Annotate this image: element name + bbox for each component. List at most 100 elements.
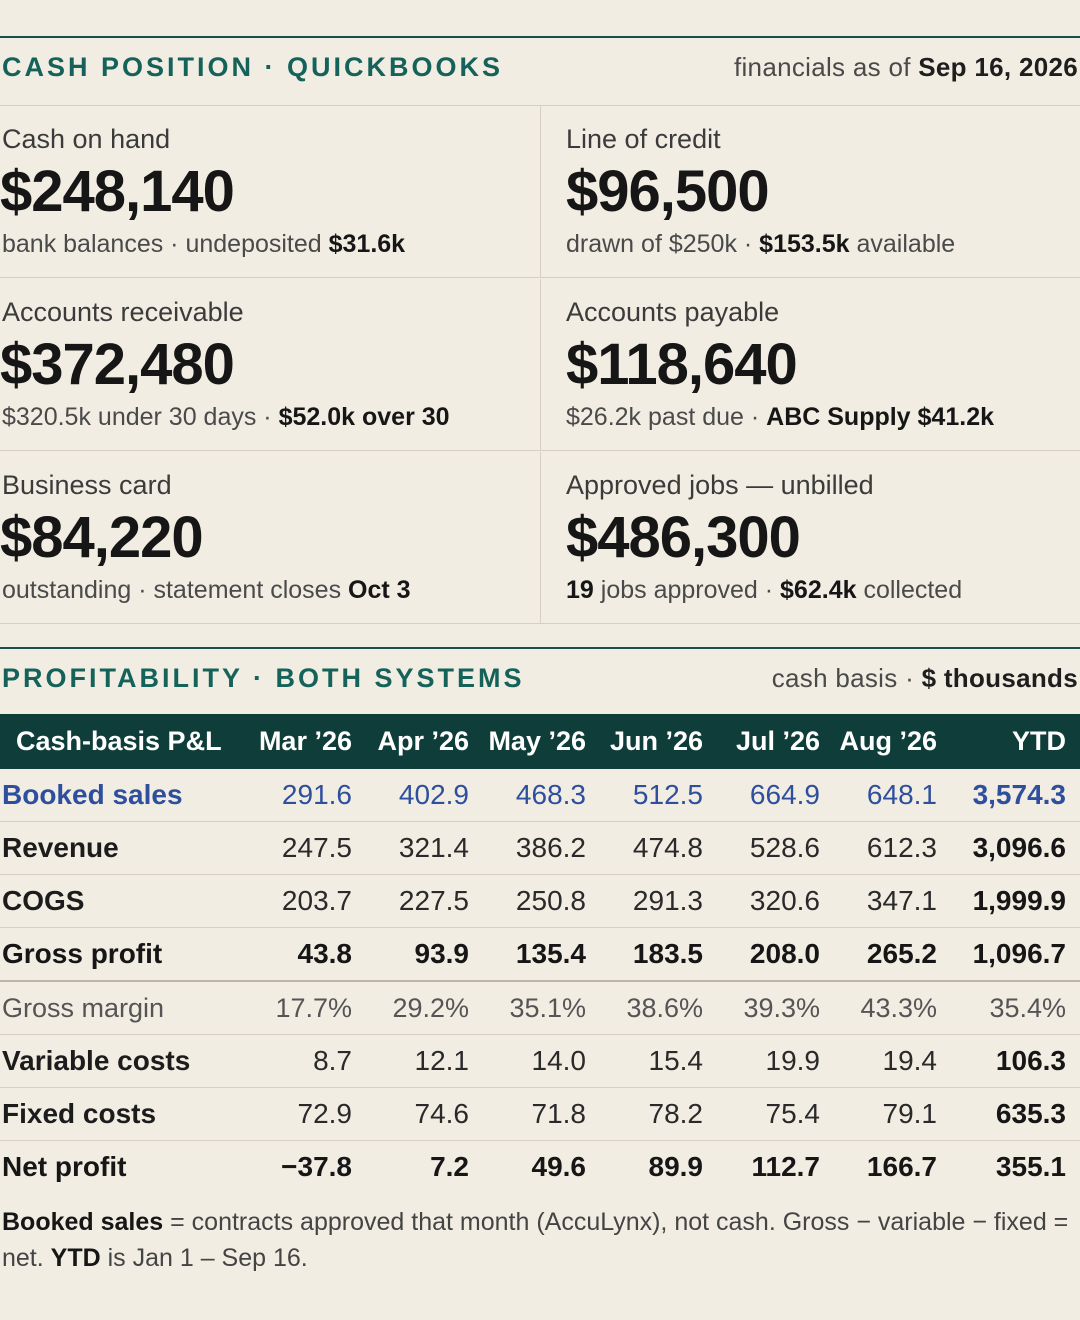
table-cell: 320.6 <box>717 874 834 928</box>
note-highlight: $31.6k <box>328 230 406 258</box>
note-highlight: $153.5k <box>759 230 850 258</box>
table-cell: 227.5 <box>366 874 483 928</box>
table-cell: 38.6% <box>600 981 717 1035</box>
table-cell: 19.9 <box>717 1034 834 1088</box>
top-divider <box>0 36 1080 38</box>
card-accounts-receivable: Accounts receivable $372,480 $320.5k und… <box>0 279 540 451</box>
table-cell: 15.4 <box>600 1034 717 1088</box>
table-cell: 43.8 <box>236 927 366 982</box>
section-divider <box>0 647 1080 649</box>
card-value: $118,640 <box>566 332 798 397</box>
table-row: Gross profit 43.8 93.9 135.4 183.5 208.0 265.2… <box>0 927 1080 982</box>
ytd-cell: 355.1 <box>995 1151 1066 1182</box>
row-label: Gross margin <box>0 981 236 1035</box>
table-cell: 78.2 <box>600 1087 717 1141</box>
card-label: Accounts receivable <box>2 297 244 327</box>
table-cell: 203.7 <box>236 874 366 928</box>
table-cell: 250.8 <box>483 874 600 928</box>
row-label: Fixed costs <box>0 1087 236 1141</box>
card-label: Approved jobs — unbilled <box>566 470 874 500</box>
card-note: $320.5k under 30 days · $52.0k over 30 <box>2 403 450 432</box>
profit-section-header: PROFITABILITY · BOTH SYSTEMS cash basis … <box>0 663 1080 703</box>
table-cell: 14.0 <box>483 1034 600 1088</box>
row-label: COGS <box>0 874 236 928</box>
card-label: Accounts payable <box>566 297 780 327</box>
footnote-text: is Jan 1 – Sep 16. <box>100 1244 308 1272</box>
card-note: bank balances · undeposited $31.6k <box>2 230 405 259</box>
row-label: Revenue <box>0 821 236 875</box>
table-cell: 29.2% <box>366 981 483 1035</box>
column-header: Apr ’26 <box>366 714 483 769</box>
footnote-term: Booked sales <box>2 1208 164 1236</box>
card-note: outstanding · statement closes Oct 3 <box>2 576 411 605</box>
ytd-cell: 635.3 <box>951 1087 1080 1141</box>
table-cell: 71.8 <box>483 1087 600 1141</box>
table-cell: 648.1 <box>834 769 951 822</box>
note-highlight: ABC Supply $41.2k <box>766 403 994 431</box>
card-note: 19 jobs approved · $62.4k collected <box>566 576 962 605</box>
column-header: Cash-basis P&L <box>0 714 236 769</box>
note-highlight: $62.4k <box>780 576 857 604</box>
table-cell: 43.3% <box>834 981 951 1035</box>
column-header: Mar ’26 <box>236 714 366 769</box>
card-value: $84,220 <box>0 505 204 570</box>
table-cell: 321.4 <box>366 821 483 875</box>
pl-table: Cash-basis P&L Mar ’26 Apr ’26 May ’26 J… <box>0 714 1080 1193</box>
card-label: Business card <box>2 470 172 500</box>
ytd-cell: 35.4% <box>951 981 1080 1035</box>
table-cell: 291.3 <box>600 874 717 928</box>
table-cell: 528.6 <box>717 821 834 875</box>
table-cell: 468.3 <box>483 769 600 822</box>
units-text: $ thousands <box>921 663 1078 693</box>
table-cell: 166.7 <box>866 1151 937 1182</box>
table-row: Variable costs 8.7 12.1 14.0 15.4 19.9 19.4 106… <box>0 1034 1080 1088</box>
table-cell: 265.2 <box>834 927 951 982</box>
ytd-cell: 3,574.3 <box>951 769 1080 822</box>
table-cell: 79.1 <box>834 1087 951 1141</box>
table-cell: 208.0 <box>717 927 834 982</box>
note-text: $26.2k past due · <box>566 403 767 431</box>
table-cell: 74.6 <box>366 1087 483 1141</box>
row-label: Variable costs <box>0 1034 236 1088</box>
table-cell: 39.3% <box>717 981 834 1035</box>
note-highlight: 19 <box>566 576 594 604</box>
cash-metrics-grid: Cash on hand $248,140 bank balances · un… <box>0 105 1080 626</box>
card-note: drawn of $250k · $153.5k available <box>566 230 955 259</box>
card-label: Cash on hand <box>2 124 171 154</box>
table-cell: 93.9 <box>366 927 483 982</box>
basis-text: cash basis · <box>771 663 922 693</box>
table-cell: 19.4 <box>834 1034 951 1088</box>
note-highlight: Oct 3 <box>348 576 411 604</box>
footnote-text: = contracts approved that month (AccuLyn… <box>2 1208 1069 1272</box>
table-cell: 135.4 <box>483 927 600 982</box>
card-value: $248,140 <box>0 159 235 224</box>
asof-prefix: financials as of <box>733 52 911 82</box>
column-header: May ’26 <box>483 714 600 769</box>
table-header-row: Cash-basis P&L Mar ’26 Apr ’26 May ’26 J… <box>0 714 1080 769</box>
ytd-cell: 106.3 <box>951 1034 1080 1088</box>
note-text: drawn of $250k · <box>566 230 760 258</box>
card-approved-jobs-unbilled: Approved jobs — unbilled $486,300 19 job… <box>540 452 1080 624</box>
table-row: Fixed costs 72.9 74.6 71.8 78.2 75.4 79.1 635.3 <box>0 1087 1080 1141</box>
table-cell: 386.2 <box>483 821 600 875</box>
table-cell: 35.1% <box>483 981 600 1035</box>
table-cell: 664.9 <box>717 769 834 822</box>
table-row: Net profit −37.8 7.2 49.6 89.9 112.7 166.7 355.… <box>0 1141 1080 1194</box>
row-label: Net profit <box>2 1151 127 1182</box>
table-row: Gross margin 17.7% 29.2% 35.1% 38.6% 39.3% 43.… <box>0 981 1080 1035</box>
cash-section-title: CASH POSITION · QUICKBOOKS <box>2 52 504 82</box>
footnote: Booked sales = contracts approved that m… <box>2 1204 1077 1276</box>
table-cell: 12.1 <box>366 1034 483 1088</box>
table-cell: 291.6 <box>236 769 366 822</box>
card-cash-on-hand: Cash on hand $248,140 bank balances · un… <box>0 106 540 278</box>
table-row: Revenue 247.5 321.4 386.2 474.8 528.6 612.3 3,0… <box>0 821 1080 875</box>
table-row: COGS 203.7 227.5 250.8 291.3 320.6 347.1 1,999.… <box>0 874 1080 928</box>
column-header: YTD <box>951 714 1080 769</box>
ytd-cell: 1,096.7 <box>951 927 1080 982</box>
row-label: Gross profit <box>0 927 236 982</box>
table-cell: 247.5 <box>236 821 366 875</box>
table-cell: 75.4 <box>717 1087 834 1141</box>
card-line-of-credit: Line of credit $96,500 drawn of $250k · … <box>540 106 1080 278</box>
table-cell: 49.6 <box>531 1151 587 1182</box>
